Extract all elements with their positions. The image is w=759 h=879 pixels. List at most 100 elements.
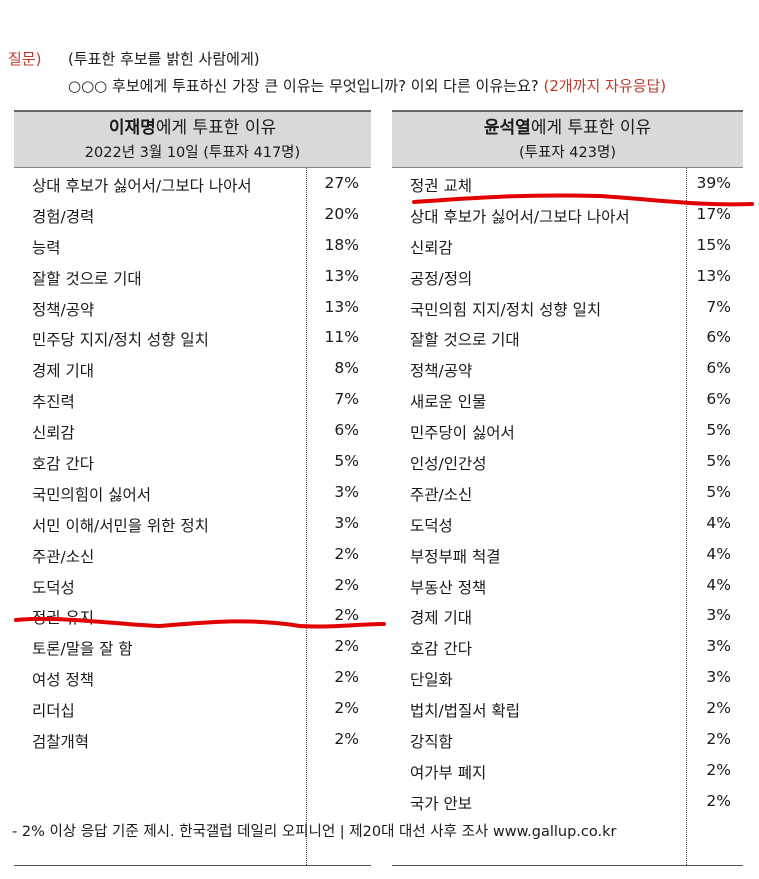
table-title: 에게 투표한 이유 [530, 118, 652, 138]
percent-cell: 13% [324, 266, 359, 285]
percent-cell: 3% [706, 668, 731, 687]
question-line2: ○○○ 후보에게 투표하신 가장 큰 이유는 무엇입니까? 이외 다른 이유는요… [68, 75, 666, 96]
reason-cell: 정권 유지 [32, 609, 94, 628]
reason-cell: 경험/경력 [32, 207, 95, 226]
percent-cell: 13% [696, 266, 731, 285]
percent-cell: 7% [706, 297, 731, 316]
table-row: 신뢰감 15% [392, 230, 743, 261]
table-lee: 이재명에게 투표한 이유 2022년 3월 10일 (투표자 417명) 상대 … [14, 110, 371, 866]
table-row: 여성 정책 2% [14, 662, 371, 693]
percent-cell: 20% [324, 204, 359, 223]
reason-cell: 정책/공약 [410, 362, 473, 381]
percent-cell: 2% [334, 699, 359, 718]
table-title: 에게 투표한 이유 [155, 118, 277, 138]
table-row: 국가 안보 2% [392, 786, 743, 817]
percent-cell: 5% [706, 482, 731, 501]
percent-cell: 8% [334, 359, 359, 378]
percent-cell: 3% [334, 482, 359, 501]
reason-cell: 국민의힘 지지/정치 성향 일치 [410, 300, 602, 319]
reason-cell: 능력 [32, 238, 61, 257]
percent-cell: 2% [334, 730, 359, 749]
question-line1: (투표한 후보를 밝힌 사람에게) [68, 50, 260, 68]
percent-cell: 6% [706, 390, 731, 409]
table-row: 정권 교체 39% [392, 168, 743, 199]
table-row: 잘할 것으로 기대 6% [392, 322, 743, 353]
table-row: 새로운 인물 6% [392, 384, 743, 415]
table-row: 여가부 폐지 2% [392, 755, 743, 786]
table-row: 능력 18% [14, 230, 371, 261]
candidate-name: 이재명 [108, 118, 156, 138]
question-text: ○○○ 후보에게 투표하신 가장 큰 이유는 무엇입니까? 이외 다른 이유는요… [68, 77, 539, 95]
reason-cell: 리더십 [32, 702, 75, 721]
reason-cell: 새로운 인물 [410, 393, 487, 412]
reason-cell: 검찰개혁 [32, 733, 90, 752]
table-row: 경제 기대 3% [392, 600, 743, 631]
percent-cell: 6% [706, 359, 731, 378]
table-row: 경제 기대 8% [14, 353, 371, 384]
table-subtitle: 2022년 3월 10일 (투표자 417명) [84, 145, 301, 161]
percent-cell: 2% [706, 791, 731, 810]
percent-cell: 11% [324, 328, 359, 347]
table-row: 강직함 2% [392, 724, 743, 755]
table-row: 토론/말을 잘 함 2% [14, 631, 371, 662]
reason-cell: 국민의힘이 싫어서 [32, 485, 152, 504]
reason-cell: 강직함 [410, 733, 453, 752]
percent-cell: 2% [334, 575, 359, 594]
reason-cell: 국가 안보 [410, 794, 472, 813]
reason-cell: 경제 기대 [32, 362, 94, 381]
reason-cell: 민주당 지지/정치 성향 일치 [32, 331, 209, 350]
percent-cell: 2% [706, 699, 731, 718]
table-lee-header: 이재명에게 투표한 이유 2022년 3월 10일 (투표자 417명) [14, 110, 371, 168]
percent-cell: 2% [334, 606, 359, 625]
table-row: 도덕성 2% [14, 570, 371, 601]
table-row: 상대 후보가 싫어서/그보다 나아서 27% [14, 168, 371, 199]
percent-cell: 15% [696, 235, 731, 254]
percent-cell: 2% [706, 760, 731, 779]
table-row: 잘할 것으로 기대 13% [14, 261, 371, 292]
table-row: 상대 후보가 싫어서/그보다 나아서 17% [392, 199, 743, 230]
percent-cell: 3% [706, 606, 731, 625]
column-divider [306, 168, 307, 865]
table-row: 정책/공약 13% [14, 292, 371, 323]
reason-cell: 잘할 것으로 기대 [410, 331, 520, 350]
reason-cell: 단일화 [410, 671, 453, 690]
table-lee-body: 상대 후보가 싫어서/그보다 나아서 27% 경험/경력 20% 능력 18% 잘할 것으로… [14, 168, 371, 866]
percent-cell: 27% [324, 174, 359, 192]
table-row: 부동산 정책 4% [392, 570, 743, 601]
percent-cell: 7% [334, 390, 359, 409]
table-row: 공정/정의 13% [392, 261, 743, 292]
table-row: 인성/인간성 5% [392, 446, 743, 477]
reason-cell: 신뢰감 [410, 238, 453, 257]
table-row: 법치/법질서 확립 2% [392, 693, 743, 724]
table-row: 민주당이 싫어서 5% [392, 415, 743, 446]
table-row: 정권 유지 2% [14, 600, 371, 631]
reason-cell: 호감 간다 [32, 455, 94, 474]
table-row: 정책/공약 6% [392, 353, 743, 384]
reason-cell: 주관/소신 [32, 547, 95, 566]
reason-cell: 도덕성 [410, 516, 453, 535]
table-row: 호감 간다 3% [392, 631, 743, 662]
percent-cell: 5% [334, 452, 359, 471]
reason-cell: 상대 후보가 싫어서/그보다 나아서 [32, 177, 252, 195]
reason-cell: 인성/인간성 [410, 455, 487, 474]
table-row: 검찰개혁 2% [14, 724, 371, 755]
table-subtitle: (투표자 423명) [519, 145, 616, 161]
reason-cell: 정책/공약 [32, 300, 95, 319]
table-row: 서민 이해/서민을 위한 정치 3% [14, 508, 371, 539]
reason-cell: 민주당이 싫어서 [410, 424, 515, 443]
table-row: 호감 간다 5% [14, 446, 371, 477]
percent-cell: 2% [334, 544, 359, 563]
reason-cell: 추진력 [32, 393, 75, 412]
percent-cell: 4% [706, 513, 731, 532]
percent-cell: 6% [334, 421, 359, 440]
reason-cell: 부정부패 척결 [410, 547, 501, 566]
table-row: 단일화 3% [392, 662, 743, 693]
percent-cell: 17% [696, 204, 731, 223]
percent-cell: 3% [334, 513, 359, 532]
table-row: 주관/소신 2% [14, 539, 371, 570]
reason-cell: 도덕성 [32, 578, 75, 597]
reason-cell: 서민 이해/서민을 위한 정치 [32, 516, 209, 535]
percent-cell: 6% [706, 328, 731, 347]
table-row: 부정부패 척결 4% [392, 539, 743, 570]
reason-cell: 공정/정의 [410, 269, 473, 288]
